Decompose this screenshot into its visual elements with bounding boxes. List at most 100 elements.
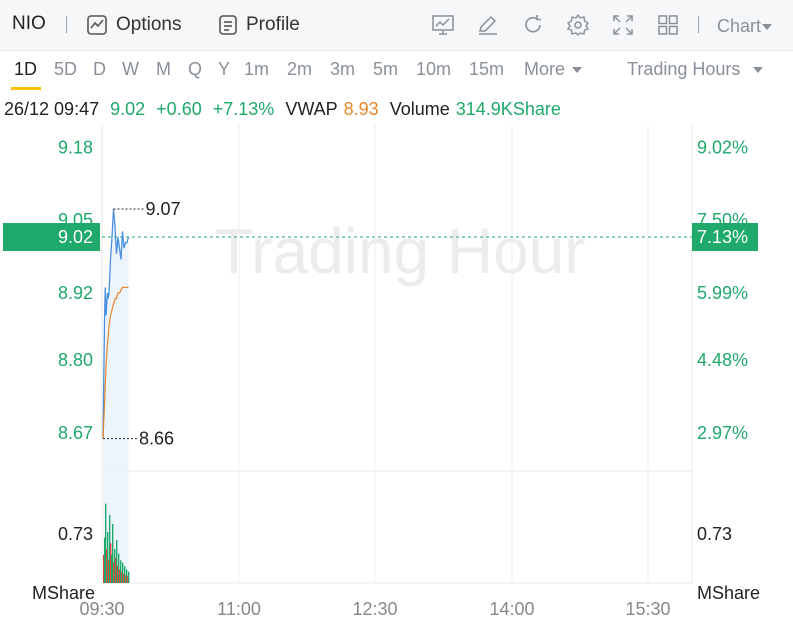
x-tick-label: 09:30 xyxy=(79,599,124,619)
x-tick-label: 15:30 xyxy=(625,599,670,619)
current-pct-label: 7.13% xyxy=(697,227,748,247)
toolbar-separator xyxy=(698,16,699,33)
volume-bar xyxy=(103,554,105,583)
volume-bar xyxy=(118,553,120,583)
chart-marks xyxy=(3,208,758,583)
grid-layout-icon[interactable] xyxy=(656,13,680,37)
expand-icon[interactable] xyxy=(611,13,635,37)
volume-bar xyxy=(114,549,116,583)
chart-line-icon[interactable] xyxy=(431,13,455,37)
profile-icon xyxy=(219,15,237,35)
period-2m[interactable]: 2m xyxy=(287,59,313,79)
options-icon xyxy=(87,15,107,35)
period-q[interactable]: Q xyxy=(188,59,203,79)
options-button[interactable]: Options xyxy=(86,12,181,38)
vwap-value: 8.93 xyxy=(343,99,379,119)
y-tick-left: 9.05 xyxy=(58,210,93,230)
settings-icon[interactable] xyxy=(566,13,590,37)
volume-bar xyxy=(107,532,109,583)
volume-bar xyxy=(106,549,108,583)
trading-hours-dropdown[interactable]: Trading Hours xyxy=(627,59,764,80)
volume-bar xyxy=(108,560,110,583)
edit-icon[interactable] xyxy=(476,13,500,37)
more-periods-dropdown[interactable]: More xyxy=(524,59,583,80)
price-area xyxy=(103,209,129,583)
current-pct-badge xyxy=(692,223,758,251)
chevron-down-icon xyxy=(762,23,773,30)
volume-bar xyxy=(122,562,124,583)
volume-bar xyxy=(105,503,107,583)
price-line xyxy=(102,208,130,439)
period-1m[interactable]: 1m xyxy=(244,59,270,79)
toolbar-separator xyxy=(66,16,67,33)
refresh-icon[interactable] xyxy=(521,13,545,37)
top-toolbar: NIO Options Profile xyxy=(0,0,793,51)
high-label: 9.07 xyxy=(146,199,181,219)
volume-value: 314.9KShare xyxy=(455,99,561,119)
current-price-badge xyxy=(3,223,100,251)
price-area-fill xyxy=(103,209,129,583)
y-tick-left: 8.92 xyxy=(58,283,93,303)
period-w[interactable]: W xyxy=(122,59,139,79)
y-tick-right: 5.99% xyxy=(697,283,748,303)
volume-bar xyxy=(124,566,126,583)
vwap-label: VWAP xyxy=(285,99,338,119)
quote-info-bar: 26/12 09:47 9.02 +0.60 +7.13% VWAP 8.93 V… xyxy=(4,99,567,120)
y-tick-left: 8.80 xyxy=(58,350,93,370)
volume-tick-left: 0.73 xyxy=(58,524,93,544)
volume-bar xyxy=(127,576,129,583)
x-tick-label: 12:30 xyxy=(352,599,397,619)
period-m[interactable]: M xyxy=(156,59,171,79)
chart-labels: 09:30 11:00 12:30 14:00 15:30 9.18 9.05 8.92 8.8… xyxy=(32,137,760,619)
volume-label: Volume xyxy=(389,99,450,119)
intraday-chart[interactable]: Trading Hour 09:30 11:00 12:30 14:00 15:30 9.… xyxy=(0,125,793,625)
active-period-indicator xyxy=(11,87,41,90)
y-tick-right: 2.97% xyxy=(697,423,748,443)
volume-bar xyxy=(128,571,130,583)
y-tick-right: 7.50% xyxy=(697,210,748,230)
period-y[interactable]: Y xyxy=(218,59,231,79)
volume-bar xyxy=(110,543,112,583)
chart-type-dropdown[interactable]: Chart xyxy=(717,16,773,37)
period-5d[interactable]: 5D xyxy=(54,59,78,79)
chart-watermark: Trading Hour xyxy=(214,215,585,287)
volume-tick-right: 0.73 xyxy=(697,524,732,544)
volume-bar xyxy=(126,569,128,583)
volume-unit-left: MShare xyxy=(32,583,95,603)
vwap-line xyxy=(102,286,129,439)
quote-change-pct: +7.13% xyxy=(212,99,275,119)
x-tick-label: 14:00 xyxy=(489,599,534,619)
volume-bar xyxy=(116,539,118,583)
chart-grid xyxy=(101,125,693,584)
volume-bar xyxy=(117,566,119,583)
chart-type-label: Chart xyxy=(717,16,762,36)
volume-bar xyxy=(111,554,113,583)
y-tick-left: 9.18 xyxy=(58,137,93,157)
volume-bar xyxy=(112,524,114,583)
period-15m[interactable]: 15m xyxy=(469,59,505,79)
y-tick-right: 9.02% xyxy=(697,137,748,157)
period-5m[interactable]: 5m xyxy=(373,59,399,79)
period-3m[interactable]: 3m xyxy=(330,59,356,79)
y-tick-right: 4.48% xyxy=(697,350,748,370)
period-d[interactable]: D xyxy=(93,59,106,79)
quote-datetime: 26/12 09:47 xyxy=(4,99,100,119)
volume-bar xyxy=(113,562,115,583)
period-10m[interactable]: 10m xyxy=(416,59,452,79)
current-price-label: 9.02 xyxy=(58,227,93,247)
chevron-down-icon xyxy=(753,66,764,73)
period-1d[interactable]: 1D xyxy=(14,59,38,79)
volume-bar xyxy=(123,573,125,583)
chevron-down-icon xyxy=(572,66,583,73)
y-tick-left: 8.67 xyxy=(58,423,93,443)
volume-bar xyxy=(120,560,122,583)
volume-bar xyxy=(125,575,127,583)
volume-bar xyxy=(104,537,106,583)
period-bar: 1D 5D D W M Q Y 1m 2m 3m 5m 10m 15m More… xyxy=(0,52,793,90)
profile-button[interactable]: Profile xyxy=(218,12,300,38)
volume-unit-right: MShare xyxy=(697,583,760,603)
low-label: 8.66 xyxy=(139,429,174,449)
trading-hours-label: Trading Hours xyxy=(627,59,741,79)
quote-change: +0.60 xyxy=(156,99,202,119)
volume-bar xyxy=(115,558,117,583)
